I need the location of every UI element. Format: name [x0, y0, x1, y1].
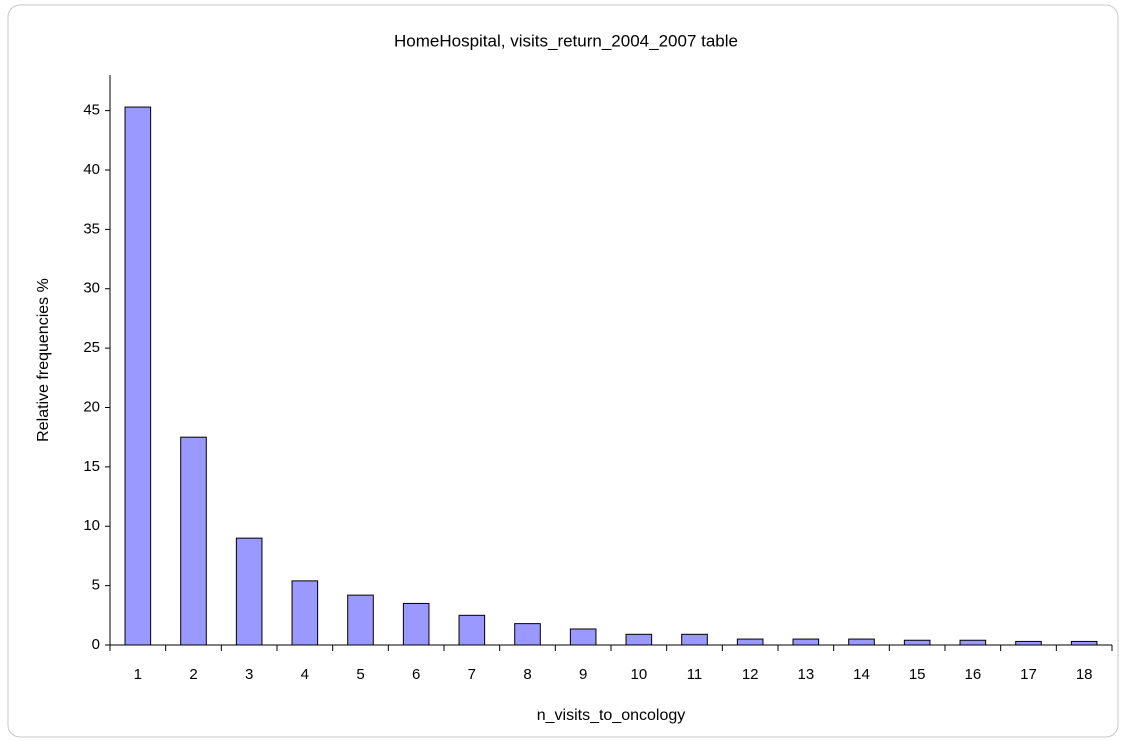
y-tick-label: 0 [92, 636, 100, 653]
x-tick-label: 10 [630, 666, 647, 683]
bar [235, 537, 263, 646]
bar [402, 602, 430, 646]
y-tick-label: 20 [83, 398, 100, 415]
bar [1015, 640, 1042, 646]
bar [347, 594, 374, 646]
bar [792, 638, 820, 646]
bar [180, 436, 207, 646]
x-tick-label: 16 [964, 666, 981, 683]
bar [124, 106, 152, 646]
x-tick-label: 1 [134, 666, 142, 683]
x-tick-label: 3 [245, 666, 253, 683]
y-tick-label: 5 [92, 577, 100, 594]
x-tick-label: 6 [412, 666, 420, 683]
bar [848, 638, 875, 646]
x-tick-label: 17 [1020, 666, 1037, 683]
y-tick-label: 30 [83, 280, 100, 297]
bar [458, 614, 486, 646]
bar [1070, 640, 1098, 646]
x-axis-label: n_visits_to_oncology [537, 707, 686, 724]
x-tick-label: 13 [797, 666, 814, 683]
x-tick-label: 18 [1076, 666, 1093, 683]
x-tick-label: 15 [909, 666, 926, 683]
bar [736, 638, 764, 646]
bar [681, 633, 708, 646]
bar [625, 633, 653, 646]
x-tick-label: 7 [468, 666, 476, 683]
x-tick-label: 11 [687, 666, 703, 683]
x-tick-label: 9 [579, 666, 587, 683]
bar [291, 580, 319, 646]
y-tick-label: 15 [83, 458, 100, 475]
y-tick-label: 40 [83, 161, 100, 178]
chart-title: HomeHospital, visits_return_2004_2007 ta… [394, 31, 738, 50]
x-tick-label: 14 [853, 666, 870, 683]
bar [514, 623, 541, 646]
bar [959, 639, 987, 646]
y-tick-label: 35 [83, 220, 100, 237]
x-tick-label: 4 [301, 666, 309, 683]
bar [903, 639, 931, 646]
y-axis-label: Relative frequencies % [35, 278, 52, 442]
x-tick-label: 2 [189, 666, 197, 683]
x-tick-label: 5 [356, 666, 364, 683]
x-tick-label: 12 [742, 666, 759, 683]
chart-frame [7, 4, 1119, 738]
y-tick-label: 10 [83, 517, 100, 534]
x-tick-label: 8 [523, 666, 531, 683]
y-tick-label: 45 [83, 102, 100, 119]
bar [569, 628, 597, 646]
y-tick-label: 25 [83, 339, 100, 356]
